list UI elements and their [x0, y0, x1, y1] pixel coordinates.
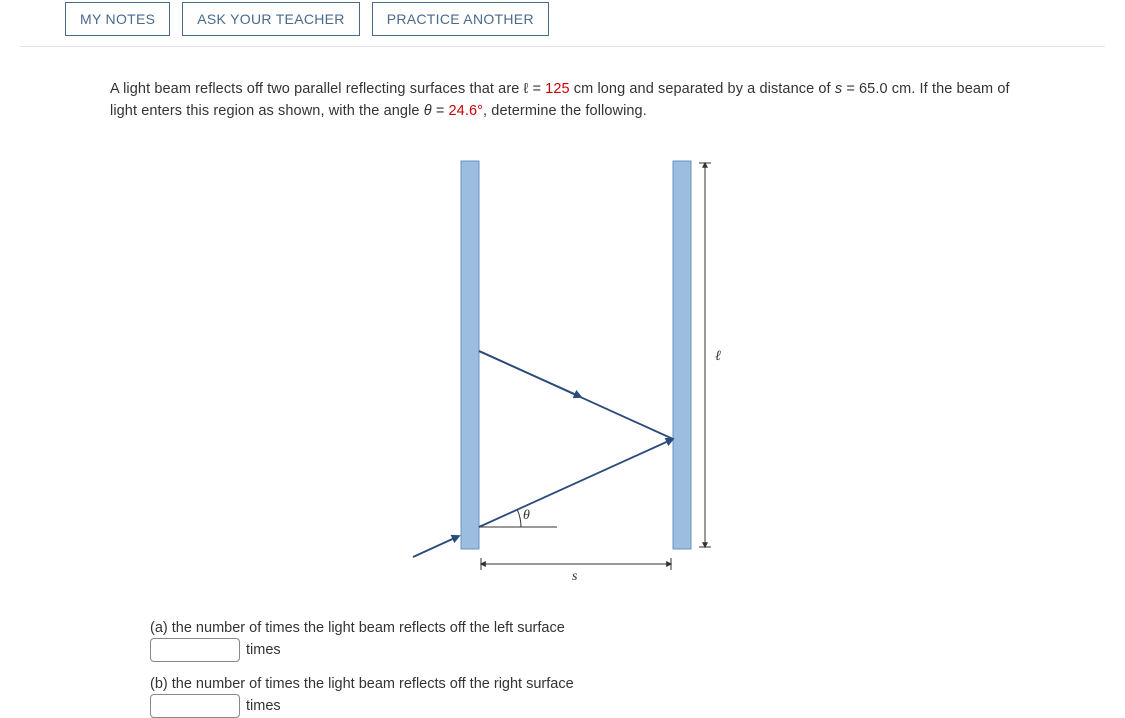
- text-segment: =: [432, 103, 449, 119]
- part-a-unit: times: [246, 642, 281, 658]
- value-theta: 24.6°: [449, 103, 484, 119]
- text-segment: A light beam reflects off two parallel r…: [110, 81, 545, 97]
- part-b-text: (b) the number of times the light beam r…: [150, 676, 1035, 692]
- text-segment: =: [842, 81, 859, 97]
- action-button-row: MY NOTES ASK YOUR TEACHER PRACTICE ANOTH…: [20, 0, 1105, 47]
- svg-text:ℓ: ℓ: [715, 349, 721, 364]
- text-segment: , determine the following.: [483, 103, 647, 119]
- problem-content: A light beam reflects off two parallel r…: [20, 47, 1105, 718]
- part-a: (a) the number of times the light beam r…: [150, 620, 1035, 662]
- value-l: 125: [545, 81, 570, 97]
- svg-text:θ: θ: [523, 508, 530, 523]
- problem-statement: A light beam reflects off two parallel r…: [110, 78, 1035, 123]
- practice-another-button[interactable]: PRACTICE ANOTHER: [372, 2, 549, 36]
- ask-teacher-button[interactable]: ASK YOUR TEACHER: [182, 2, 359, 36]
- reflection-diagram: ℓ s θ: [403, 149, 743, 584]
- text-segment: cm long and separated by a distance of: [570, 81, 835, 97]
- part-b-input[interactable]: [150, 694, 240, 718]
- figure-container: ℓ s θ: [110, 137, 1035, 606]
- value-s: 65.0: [859, 81, 888, 97]
- part-b-unit: times: [246, 698, 281, 714]
- part-a-input[interactable]: [150, 638, 240, 662]
- var-theta: θ: [424, 103, 432, 119]
- my-notes-button[interactable]: MY NOTES: [65, 2, 170, 36]
- part-a-text: (a) the number of times the light beam r…: [150, 620, 1035, 636]
- part-b: (b) the number of times the light beam r…: [150, 676, 1035, 718]
- svg-text:s: s: [572, 569, 578, 584]
